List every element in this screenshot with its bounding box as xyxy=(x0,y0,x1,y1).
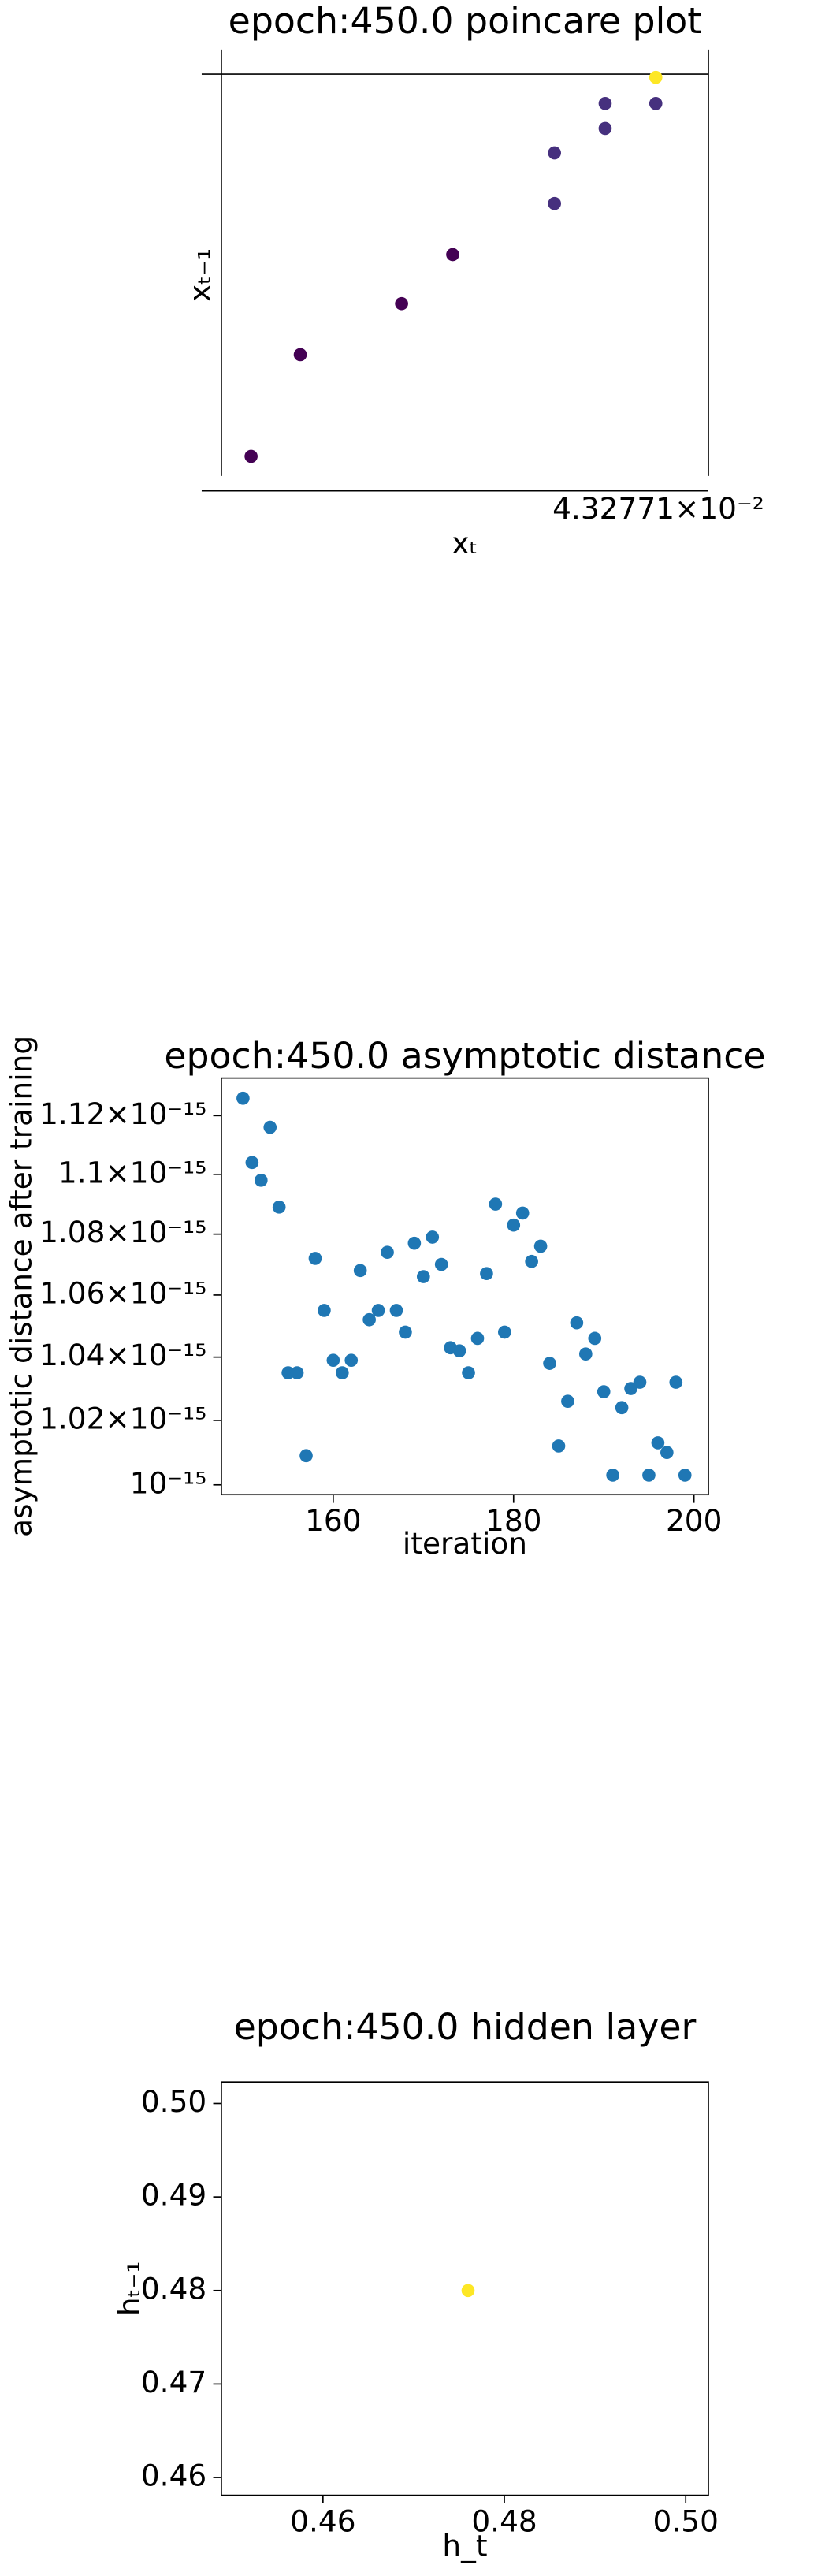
point xyxy=(649,70,663,84)
point xyxy=(353,1264,367,1278)
x-tick-label: 0.48 xyxy=(471,2503,537,2538)
point xyxy=(515,1206,530,1220)
y-tick-label: 1.04×10⁻¹⁵ xyxy=(39,1338,206,1372)
point xyxy=(434,1257,448,1271)
point xyxy=(461,2284,475,2298)
y-tick-label: 1.02×10⁻¹⁵ xyxy=(39,1401,206,1435)
point xyxy=(669,1375,683,1389)
x-axis-label: iteration xyxy=(403,1526,527,1561)
point xyxy=(579,1347,593,1361)
point xyxy=(426,1230,440,1244)
point xyxy=(245,1156,259,1170)
point xyxy=(651,1436,665,1450)
point xyxy=(244,449,258,463)
point xyxy=(597,1385,611,1398)
point xyxy=(281,1366,295,1379)
point xyxy=(570,1316,584,1330)
point xyxy=(362,1312,376,1327)
y-axis-label: xₜ₋₁ xyxy=(182,248,217,302)
point xyxy=(543,1357,556,1370)
x-axis-label: h_t xyxy=(442,2529,487,2563)
chart-title: epoch:450.0 hidden layer xyxy=(234,2006,697,2048)
point xyxy=(548,146,562,160)
point xyxy=(533,1239,548,1253)
point xyxy=(480,1267,493,1281)
y-tick-label: 0.46 xyxy=(141,2459,206,2493)
point xyxy=(615,1401,629,1415)
y-tick-label: 1.06×10⁻¹⁵ xyxy=(39,1275,206,1310)
point xyxy=(633,1375,647,1389)
point xyxy=(588,1331,602,1346)
point xyxy=(462,1366,475,1379)
x-tick-label: 180 xyxy=(485,1503,541,1538)
y-tick-label: 0.48 xyxy=(141,2271,206,2306)
point xyxy=(381,1245,394,1260)
point xyxy=(272,1201,286,1214)
axes-frame xyxy=(221,2081,709,2496)
x-tick-label: 0.50 xyxy=(653,2503,719,2538)
point xyxy=(263,1120,277,1134)
y-axis-label: asymptotic distance after training xyxy=(4,1036,39,1537)
point xyxy=(290,1366,304,1379)
point xyxy=(660,1446,674,1459)
point xyxy=(678,1469,692,1482)
point xyxy=(399,1325,412,1339)
chart-title: epoch:450.0 asymptotic distance xyxy=(164,1035,765,1077)
point xyxy=(389,1304,403,1317)
y-tick-label: 1.08×10⁻¹⁵ xyxy=(39,1215,206,1249)
point xyxy=(308,1252,322,1265)
point xyxy=(446,248,459,262)
point xyxy=(236,1091,250,1105)
point xyxy=(552,1439,566,1453)
point xyxy=(497,1325,511,1339)
point xyxy=(326,1353,340,1367)
y-tick-label: 1.12×10⁻¹⁵ xyxy=(39,1096,206,1131)
y-tick-label: 0.49 xyxy=(141,2178,206,2213)
point xyxy=(344,1353,359,1367)
offset-label: 4.32771×10⁻² xyxy=(552,491,764,526)
x-tick-label: 0.46 xyxy=(290,2503,355,2538)
y-tick-label: 1.1×10⁻¹⁵ xyxy=(58,1155,206,1189)
x-tick-label: 200 xyxy=(666,1503,722,1538)
point xyxy=(525,1254,538,1268)
chart-title: epoch:450.0 poincare plot xyxy=(229,0,702,42)
point xyxy=(371,1304,385,1317)
point xyxy=(470,1331,485,1346)
point xyxy=(293,348,307,362)
point xyxy=(395,296,408,311)
point xyxy=(548,196,562,210)
point xyxy=(489,1197,503,1211)
y-tick-label: 0.47 xyxy=(141,2365,206,2399)
axes-frame xyxy=(221,1077,709,1496)
point xyxy=(598,121,612,136)
point xyxy=(561,1394,574,1409)
point xyxy=(642,1469,656,1482)
y-axis-label: hₜ₋₁ xyxy=(112,2261,147,2317)
point xyxy=(598,96,612,110)
y-tick-label: 10⁻¹⁵ xyxy=(130,1465,206,1500)
y-tick-label: 0.50 xyxy=(141,2084,206,2119)
point xyxy=(507,1218,521,1232)
point xyxy=(299,1449,313,1463)
x-tick-label: 160 xyxy=(305,1503,361,1538)
point xyxy=(335,1366,349,1379)
point xyxy=(606,1469,619,1482)
point xyxy=(416,1270,430,1283)
x-axis-label: xₜ xyxy=(452,526,478,560)
point xyxy=(318,1304,331,1317)
point xyxy=(254,1174,268,1187)
point xyxy=(452,1344,466,1358)
point xyxy=(407,1236,422,1250)
point xyxy=(649,96,663,110)
